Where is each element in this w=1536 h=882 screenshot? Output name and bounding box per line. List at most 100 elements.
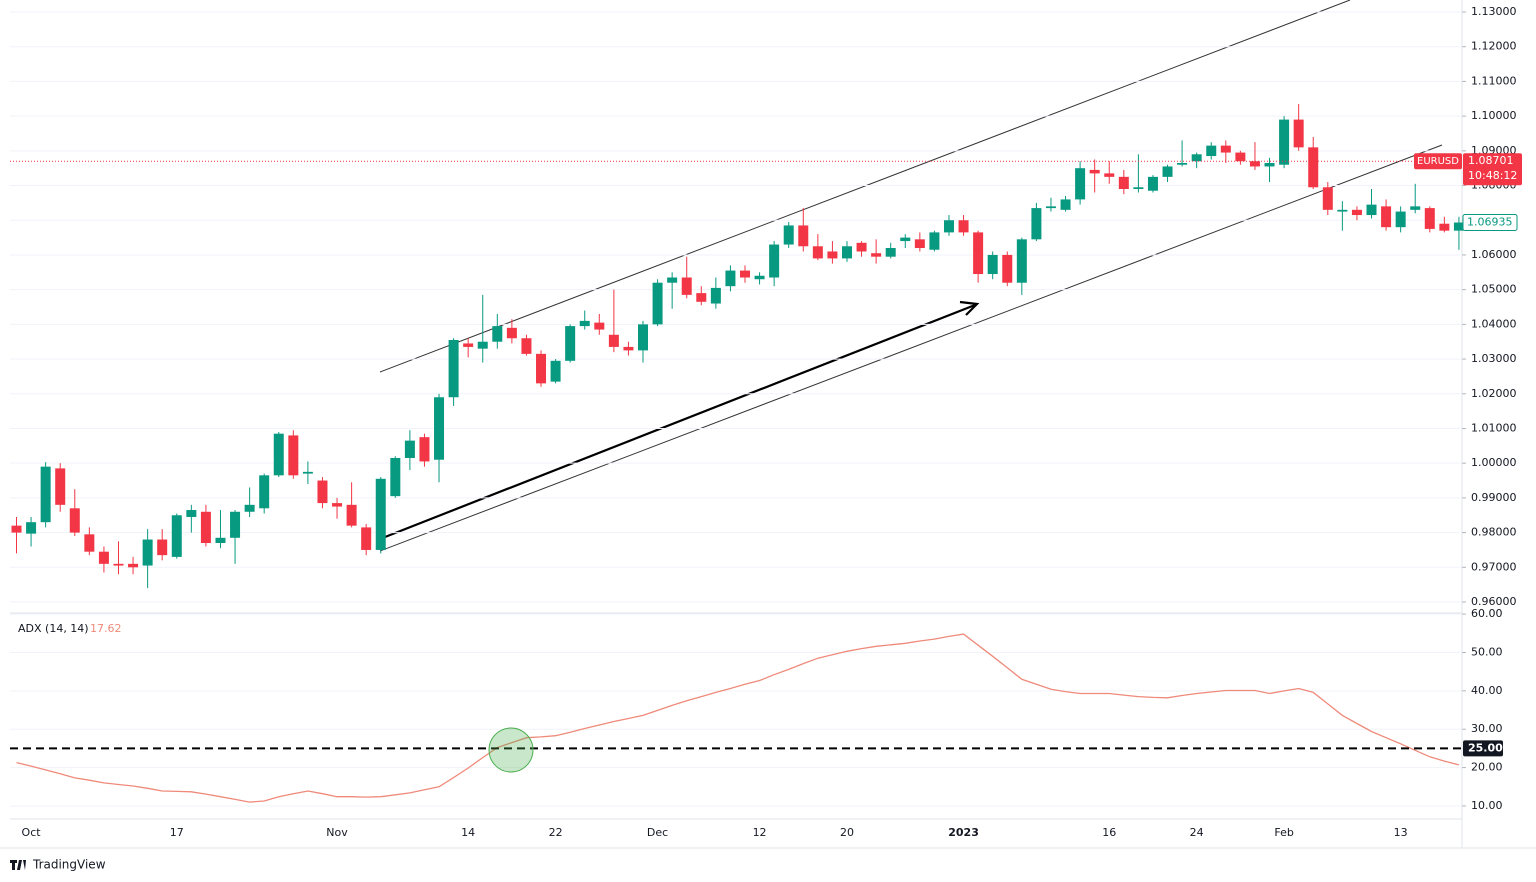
candle-body xyxy=(1045,206,1056,209)
adx-line xyxy=(16,633,1460,803)
brand-logo xyxy=(10,860,26,870)
candle-body xyxy=(1351,209,1362,216)
countdown-label: 10:48:12 xyxy=(1468,169,1517,182)
y-tick-label: 1.10000 xyxy=(1471,109,1517,122)
candle-body xyxy=(579,320,590,327)
candle-body xyxy=(11,525,22,533)
candle-body xyxy=(812,246,823,259)
last-close-label: 1.06935 xyxy=(1467,215,1513,228)
candle-body xyxy=(1031,208,1042,240)
candle-body xyxy=(26,522,37,534)
candle-body xyxy=(273,433,284,476)
y-tick-label: 0.97000 xyxy=(1471,560,1517,573)
x-tick-label: 13 xyxy=(1394,826,1408,839)
x-tick-label: 17 xyxy=(170,826,184,839)
candle-body xyxy=(84,534,95,552)
y-tick-label: 1.04000 xyxy=(1471,317,1517,330)
candle-body xyxy=(1133,187,1144,190)
x-tick-label: 2023 xyxy=(948,826,979,839)
candle-body xyxy=(521,338,532,354)
trend-arrow-head xyxy=(959,300,980,316)
candle-body xyxy=(69,508,80,533)
y-tick-label: 1.13000 xyxy=(1471,5,1517,18)
crossover-marker xyxy=(488,727,534,773)
y-tick-label: 1.11000 xyxy=(1471,74,1517,87)
candle-body xyxy=(638,324,649,351)
y-tick-label: 0.98000 xyxy=(1471,526,1517,539)
candle-body xyxy=(1337,209,1348,212)
reference-label: 25.00 xyxy=(1468,741,1503,754)
candle-body xyxy=(288,435,299,476)
candle-body xyxy=(914,239,925,249)
candle-body xyxy=(434,397,445,460)
candle-body xyxy=(1016,239,1027,283)
candle-body xyxy=(885,248,896,257)
candle-body xyxy=(871,253,882,257)
candle-body xyxy=(1395,211,1406,228)
indicator-name: ADX (14, 14) xyxy=(18,622,89,635)
candle-body xyxy=(623,346,634,351)
candle-body xyxy=(390,457,401,497)
candle-body xyxy=(463,343,474,347)
candle-body xyxy=(157,539,168,556)
logo-mark xyxy=(10,860,26,870)
candle-body xyxy=(55,468,66,505)
candle-body xyxy=(900,237,911,242)
candle-body xyxy=(827,251,838,259)
candle-body xyxy=(40,466,51,523)
current-price-label: 1.08701 xyxy=(1468,154,1514,167)
candle-body xyxy=(1002,254,1013,283)
candle-body xyxy=(230,511,241,538)
candle-body xyxy=(477,341,488,349)
y-tick-label: 1.12000 xyxy=(1471,40,1517,53)
candle-body xyxy=(798,225,809,247)
reference-tag xyxy=(1463,740,1503,757)
candle-body xyxy=(929,232,940,250)
candle-body xyxy=(1410,206,1421,210)
candle-body xyxy=(696,293,707,302)
candle-body xyxy=(98,551,109,564)
candle-body xyxy=(1075,168,1086,200)
candle-body xyxy=(492,326,503,342)
candle-body xyxy=(215,537,226,544)
symbol-tag xyxy=(1414,153,1462,170)
y-tick-label: 0.96000 xyxy=(1471,595,1517,608)
candle-body xyxy=(200,511,211,544)
y-tick-label: 60.00 xyxy=(1471,607,1503,620)
y-tick-label: 50.00 xyxy=(1471,645,1503,658)
candle-body xyxy=(259,475,270,509)
candle-body xyxy=(667,277,678,283)
candle-body xyxy=(1162,166,1173,177)
y-tick-label: 1.05000 xyxy=(1471,283,1517,296)
symbol-label: EURUSD xyxy=(1417,156,1459,167)
candle-body xyxy=(608,334,619,347)
candle-body xyxy=(361,527,372,550)
last-close-tag xyxy=(1462,213,1518,231)
y-tick-label: 1.03000 xyxy=(1471,352,1517,365)
candle-body xyxy=(142,539,153,566)
candle-body xyxy=(1322,187,1333,210)
candle-body xyxy=(1424,208,1435,229)
brand-name: TradingView xyxy=(32,858,106,872)
candle-body xyxy=(1249,161,1260,167)
x-tick-label: 16 xyxy=(1102,826,1116,839)
x-tick-label: Oct xyxy=(22,826,42,839)
candle-body xyxy=(725,270,736,287)
candle-body xyxy=(244,504,255,512)
candle-body xyxy=(1191,154,1202,162)
candle-body xyxy=(943,220,954,233)
candle-body xyxy=(565,326,576,361)
candle-body xyxy=(404,440,415,458)
candle-body xyxy=(1264,162,1275,167)
y-tick-label: 1.02000 xyxy=(1471,387,1517,400)
candle-body xyxy=(346,504,357,526)
x-tick-label: 22 xyxy=(549,826,563,839)
candle-body xyxy=(856,242,867,252)
candle-body xyxy=(710,287,721,304)
candle-body xyxy=(1366,204,1377,216)
x-tick-label: 20 xyxy=(840,826,854,839)
y-tick-label: 0.99000 xyxy=(1471,491,1517,504)
candle-body xyxy=(987,254,998,275)
y-tick-label: 20.00 xyxy=(1471,761,1503,774)
plot-layer: 0.96000 0.97000 0.98000 0.99000 1.00000 1.010… xyxy=(10,5,1522,839)
